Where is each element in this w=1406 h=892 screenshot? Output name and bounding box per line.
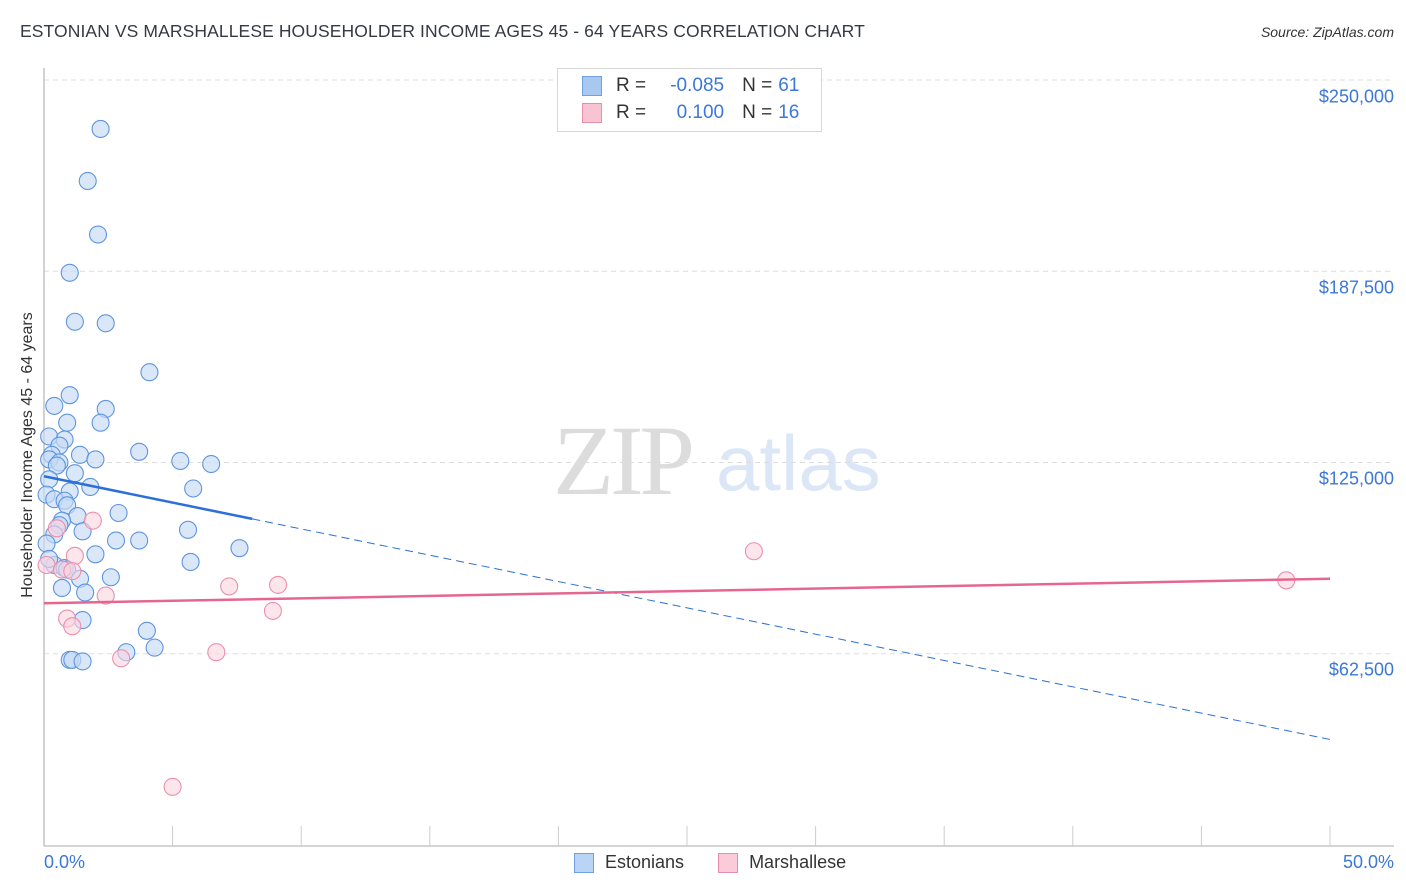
legend-label-marshallese: Marshallese — [749, 852, 847, 872]
series-legend: Estonians Marshallese — [574, 852, 880, 873]
legend-item-estonians[interactable]: Estonians — [574, 852, 684, 873]
watermark-atlas: atlas — [716, 419, 881, 507]
watermark-zip: ZIP — [553, 405, 695, 516]
marshallese-points — [37, 511, 1296, 796]
legend-r-label: R = — [616, 75, 647, 96]
x-tick-0: 0.0% — [44, 852, 86, 872]
legend-r-label: R = — [616, 102, 647, 123]
correlation-legend: R = -0.085 N = 61 R = 0.100 N = 16 — [557, 68, 822, 132]
legend-row-marshallese: R = 0.100 N = 16 — [582, 101, 799, 125]
y-tick-187500: $187,500 — [1318, 277, 1394, 298]
x-tick-50: 50.0% — [1342, 852, 1394, 872]
legend-label-estonians: Estonians — [605, 852, 685, 872]
gridlines — [44, 79, 1394, 655]
estonians-legend-icon — [574, 852, 594, 873]
y-tick-250000: $250,000 — [1318, 86, 1394, 107]
legend-row-estonians: R = -0.085 N = 61 — [582, 74, 799, 98]
marshallese-swatch-icon — [582, 103, 602, 123]
y-axis-label: Householder Income Ages 45 - 64 years — [19, 312, 36, 598]
legend-n-value: 61 — [778, 75, 800, 96]
estonians-points — [37, 119, 249, 671]
chart-title: ESTONIAN VS MARSHALLESE HOUSEHOLDER INCO… — [20, 21, 865, 41]
axes — [43, 68, 1394, 847]
y-tick-125000: $125,000 — [1318, 468, 1394, 489]
legend-item-marshallese[interactable]: Marshallese — [718, 852, 846, 873]
legend-r-value: -0.085 — [670, 75, 725, 96]
legend-r-value: 0.100 — [676, 102, 725, 123]
trendlines — [43, 475, 1331, 740]
legend-n-label: N = — [742, 102, 773, 123]
legend-n-label: N = — [742, 75, 773, 96]
y-tick-62500: $62,500 — [1328, 659, 1394, 680]
source-credit: Source: ZipAtlas.com — [1260, 24, 1394, 40]
estonians-swatch-icon — [582, 76, 602, 96]
marshallese-legend-icon — [718, 852, 739, 873]
legend-n-value: 16 — [778, 102, 800, 123]
